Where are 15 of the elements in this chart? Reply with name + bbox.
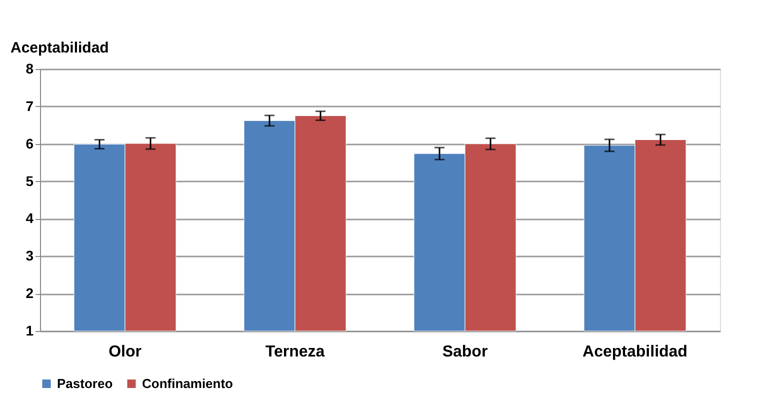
y-tick-label: 1 — [26, 322, 34, 338]
x-tick-label: Terneza — [265, 344, 325, 360]
y-tick-label: 8 — [26, 60, 34, 76]
y-tick-label: 5 — [26, 172, 34, 189]
legend-label: Confinamiento — [142, 376, 234, 391]
x-tick-label: Olor — [108, 344, 142, 360]
y-tick-label: 7 — [26, 98, 34, 114]
y-tick-label: 6 — [26, 135, 34, 152]
x-tick-label: Sabor — [442, 344, 488, 360]
legend-label: Pastoreo — [57, 376, 113, 391]
y-tick-label: 3 — [26, 248, 34, 264]
x-tick-label: Aceptabilidad — [582, 344, 688, 360]
y-tick-label: 4 — [26, 210, 34, 226]
y-tick-label: 2 — [26, 285, 34, 302]
y-axis-title: Aceptabilidad — [10, 40, 109, 56]
